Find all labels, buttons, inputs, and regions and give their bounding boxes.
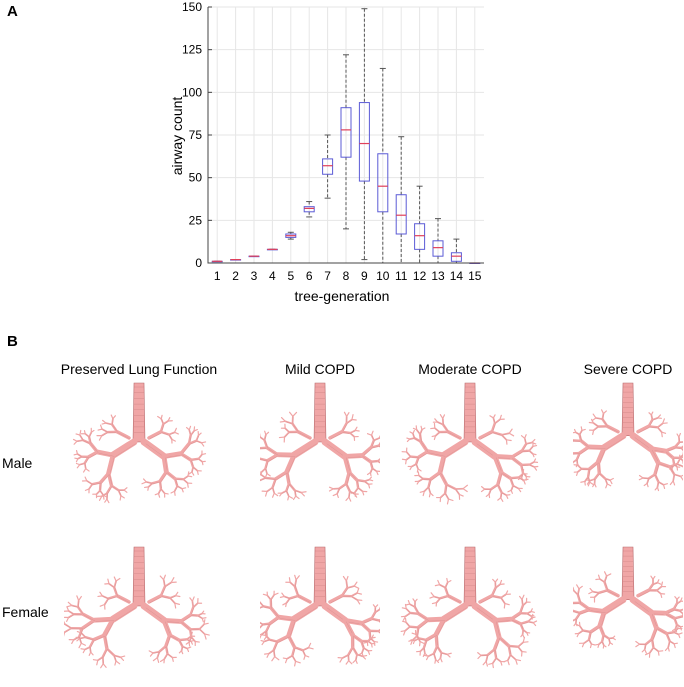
box-gen-6 (303, 201, 315, 218)
x-tick-label: 1 (214, 269, 221, 283)
x-tick-label: 6 (306, 269, 313, 283)
iqr-box (432, 240, 444, 257)
iqr-box (322, 158, 334, 175)
y-tick-label: 0 (195, 256, 202, 270)
airway-tree-male-3 (401, 382, 539, 505)
iqr-box (377, 153, 389, 213)
y-tick-label: 125 (182, 43, 202, 57)
panel-label-b: B (7, 333, 18, 350)
iqr-box (414, 223, 426, 250)
column-title-1: Preserved Lung Function (60, 361, 218, 377)
axis-lines (207, 7, 484, 264)
box-gen-10 (377, 67, 389, 264)
box-gen-1 (211, 260, 223, 263)
iqr-box (358, 102, 370, 182)
y-tick-label: 75 (189, 128, 203, 142)
column-title-4: Severe COPD (583, 361, 673, 377)
box-gen-9 (358, 8, 370, 261)
iqr-box (340, 107, 352, 158)
x-tick-label: 7 (324, 269, 331, 283)
x-tick-label: 9 (361, 269, 368, 283)
box-gen-5 (285, 231, 297, 240)
y-tick-label: 100 (182, 85, 202, 99)
row-label-male: Male (2, 455, 33, 471)
x-tick-label: 5 (287, 269, 294, 283)
box-gen-2 (230, 258, 242, 261)
airway-tree-male-4 (573, 382, 683, 492)
airway-tree-female-3 (400, 546, 538, 669)
box-gen-8 (340, 54, 352, 230)
x-tick-label: 11 (395, 269, 408, 283)
airway-tree-male-2 (260, 382, 380, 502)
column-title-3: Moderate COPD (418, 361, 522, 377)
x-tick-label: 10 (376, 269, 390, 283)
airway-tree-female-1 (64, 546, 210, 669)
airway-tree-male-1 (72, 382, 207, 504)
row-label-female: Female (2, 604, 49, 620)
y-tick-label: 25 (189, 213, 203, 227)
iqr-box (395, 194, 407, 235)
iqr-box (303, 206, 315, 213)
airway-tree-female-4 (573, 546, 683, 658)
x-axis-label: tree-generation (295, 288, 390, 304)
box-gen-7 (322, 134, 334, 199)
x-tick-label: 2 (232, 269, 239, 283)
x-tick-label: 14 (450, 269, 464, 283)
x-tick-label: 12 (413, 269, 427, 283)
x-tick-label: 3 (251, 269, 258, 283)
x-tick-label: 4 (269, 269, 276, 283)
panel-label-a: A (7, 3, 18, 20)
column-title-2: Mild COPD (284, 361, 356, 377)
x-tick-label: 15 (468, 269, 482, 283)
box-gen-4 (266, 248, 278, 251)
box-gen-3 (248, 255, 260, 258)
iqr-box (450, 252, 462, 262)
y-tick-label: 50 (189, 171, 203, 185)
x-tick-label: 13 (431, 269, 445, 283)
y-axis-label: airway count (169, 97, 185, 176)
x-tick-label: 8 (343, 269, 350, 283)
airway-tree-female-2 (260, 546, 380, 667)
y-tick-label: 150 (182, 0, 202, 14)
